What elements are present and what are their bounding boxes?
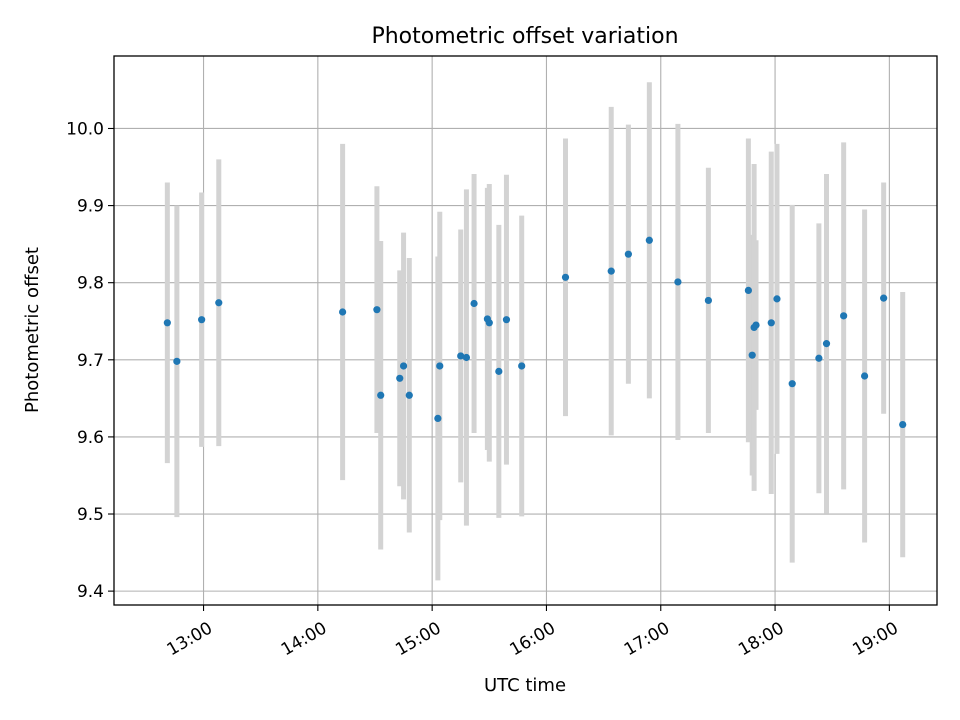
data-point (645, 236, 653, 244)
data-point (822, 340, 831, 348)
data-points (163, 236, 907, 429)
data-point (457, 352, 465, 360)
data-point (163, 319, 171, 327)
data-point (752, 321, 760, 329)
data-point (518, 362, 526, 370)
data-point (399, 362, 408, 370)
data-point (744, 286, 752, 295)
data-point (470, 299, 478, 308)
grid (114, 56, 937, 605)
data-point (607, 267, 615, 275)
data-point (436, 362, 444, 370)
data-point (502, 316, 511, 324)
data-point (339, 308, 347, 316)
y-axis-label: Photometric offset (22, 247, 43, 413)
y-tick-label: 9.9 (77, 197, 104, 217)
y-tick-label: 10.0 (66, 119, 104, 139)
data-point (767, 319, 775, 327)
x-axis-label: UTC time (484, 675, 566, 696)
y-tick-label: 9.8 (77, 274, 104, 294)
y-axis-ticks: 9.4 9.5 9.6 9.7 9.8 9.9 10.0 (66, 119, 114, 602)
data-point (198, 316, 206, 324)
data-point (173, 357, 181, 365)
y-tick-label: 9.7 (77, 351, 104, 371)
data-point (861, 372, 869, 380)
chart-title: Photometric offset variation (371, 24, 678, 49)
data-point (788, 380, 796, 388)
data-point (462, 353, 471, 362)
data-point (495, 367, 503, 375)
data-point (815, 354, 823, 362)
y-tick-label: 9.5 (77, 505, 104, 525)
data-point (396, 374, 404, 382)
data-point (840, 312, 848, 320)
data-point (674, 278, 682, 286)
data-point (899, 420, 907, 429)
data-point (704, 296, 712, 305)
y-tick-label: 9.4 (77, 582, 104, 602)
data-point (624, 250, 632, 258)
data-point (377, 391, 385, 399)
data-point (373, 306, 381, 314)
data-point (880, 294, 888, 302)
data-point (561, 273, 570, 281)
data-point (434, 414, 442, 423)
plot-frame (113, 55, 938, 606)
data-point (773, 295, 781, 303)
data-point (748, 351, 756, 359)
y-tick-label: 9.6 (77, 428, 104, 448)
data-point (405, 391, 413, 399)
data-point (485, 319, 493, 327)
data-point (215, 299, 223, 307)
